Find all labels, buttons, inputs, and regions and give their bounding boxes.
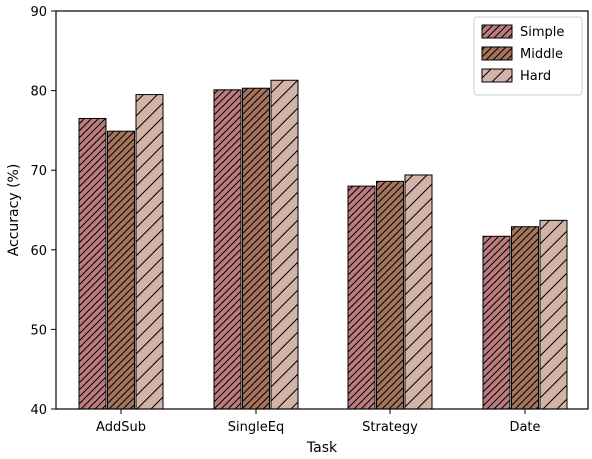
bar-strategy-simple [347,185,376,410]
x-axis-label: Task [306,440,338,455]
bar-date-middle [511,226,539,410]
bar-date-simple [482,235,511,410]
legend-swatch-hard [481,68,513,83]
legend-label-hard: Hard [520,69,551,84]
bar-singleeq-middle [242,87,270,410]
axes-layer [55,10,589,410]
bar-strategy-hard [404,174,433,410]
legend: Simple Middle Hard [473,16,583,96]
x-tick-label-date: Date [509,420,540,435]
bar-strategy-middle [376,180,404,410]
legend-swatch-middle [481,46,513,61]
legend-label-simple: Simple [520,25,564,40]
legend-swatch-simple [481,24,513,39]
legend-label-middle: Middle [520,47,563,62]
y-tick-label: 70 [30,164,47,179]
bar-addsub-middle [107,130,135,410]
plot-frame [55,10,589,410]
y-tick-label: 40 [30,403,47,418]
ticks-layer: 40 50 60 70 80 90 AddSub SingleEq Strategy Date [30,5,540,435]
y-tick-label: 60 [30,244,47,259]
x-tick-label-strategy: Strategy [362,420,418,435]
y-axis-label: Accuracy (%) [6,164,22,257]
y-tick-label: 80 [30,85,47,100]
bar-singleeq-hard [270,79,299,410]
x-tick-label-addsub: AddSub [96,420,146,435]
bar-addsub-hard [135,94,164,410]
y-tick-label: 50 [30,323,47,338]
bars-layer [78,79,568,410]
bar-date-hard [539,219,568,410]
bar-addsub-simple [78,117,107,410]
y-tick-label: 90 [30,5,47,20]
x-tick-label-singleeq: SingleEq [228,420,284,435]
bar-singleeq-simple [213,89,242,410]
